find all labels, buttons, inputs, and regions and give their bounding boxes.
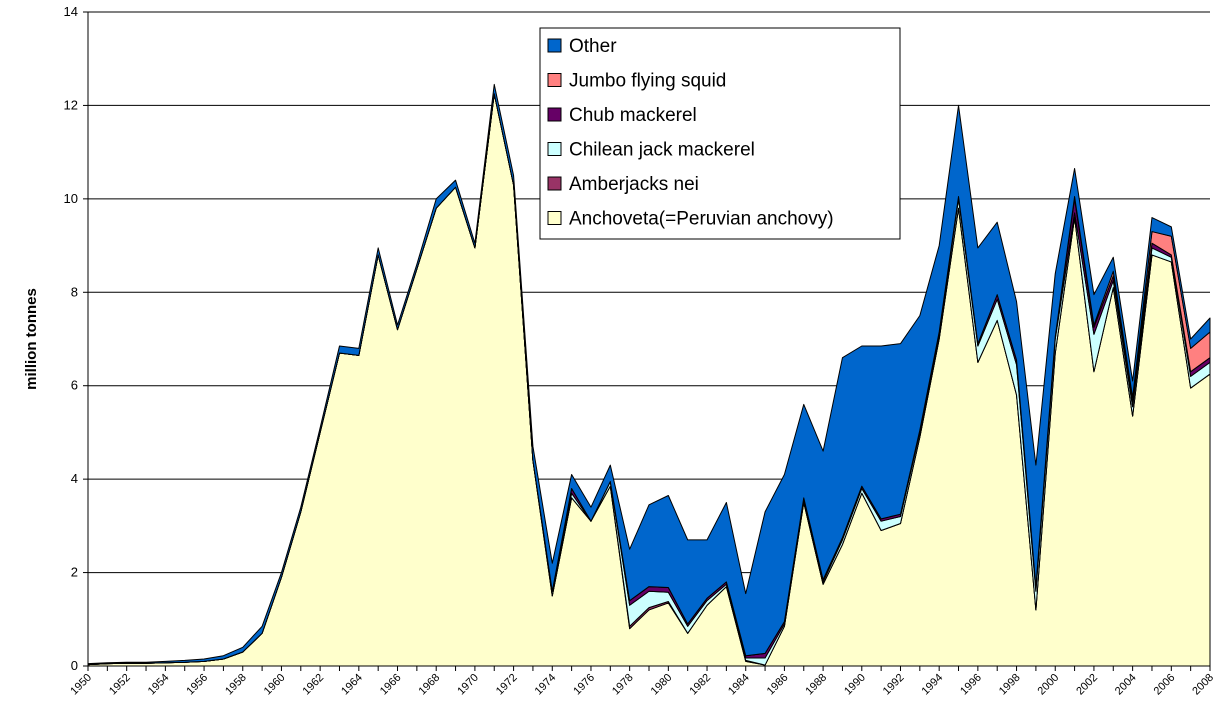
legend-swatch: [547, 176, 562, 191]
y-tick-label: 0: [71, 658, 78, 673]
legend-label: Amberjacks nei: [569, 174, 699, 195]
x-tick-label: 1976: [571, 672, 597, 698]
x-tick-label: 1986: [765, 672, 791, 698]
x-tick-label: 1978: [610, 672, 636, 698]
legend-swatch: [547, 142, 562, 156]
x-tick-label: 2000: [1036, 672, 1062, 698]
y-tick-label: 14: [64, 4, 78, 19]
legend-box: [539, 27, 901, 240]
x-tick-label: 1980: [649, 672, 675, 698]
x-tick-label: 1974: [533, 672, 559, 698]
x-tick-label: 1968: [417, 672, 443, 698]
x-tick-label: 1956: [184, 672, 210, 698]
y-tick-label: 4: [71, 471, 78, 486]
y-tick-label: 6: [71, 378, 78, 393]
x-tick-label: 1954: [146, 672, 172, 698]
y-tick-label: 10: [64, 191, 78, 206]
x-tick-label: 1964: [339, 672, 365, 698]
x-tick-label: 2004: [1113, 672, 1139, 698]
legend-label: Chilean jack mackerel: [569, 140, 755, 161]
legend-swatch: [547, 38, 562, 53]
x-tick-label: 1998: [997, 672, 1023, 698]
y-tick-label: 12: [64, 97, 78, 112]
legend: Other Jumbo flying squid Chub mackerel Chil…: [539, 27, 901, 240]
x-tick-label: 1960: [262, 672, 288, 698]
x-tick-label: 2006: [1152, 672, 1178, 698]
x-tick-label: 1958: [223, 672, 249, 698]
x-tick-label: 1952: [107, 672, 133, 698]
legend-swatch: [547, 107, 562, 122]
legend-swatch: [547, 211, 562, 225]
y-tick-label: 8: [71, 284, 78, 299]
area: [87, 83, 1211, 666]
legend-label: Jumbo flying squid: [569, 71, 726, 92]
legend-label: Other: [569, 36, 617, 57]
x-tick-label: 1966: [378, 672, 404, 698]
x-tick-label: 1962: [300, 672, 326, 698]
y-axis-label: million tonnes: [23, 288, 40, 390]
legend-label: Anchoveta(=Peruvian anchovy): [569, 209, 834, 230]
x-tick-label: 1988: [803, 672, 829, 698]
legend-label: Chub mackerel: [569, 105, 697, 126]
x-tick-label: 2008: [1190, 672, 1215, 698]
x-tick-label: 1994: [919, 672, 945, 698]
legend-swatch: [547, 73, 562, 87]
y-tick-label: 2: [71, 565, 78, 580]
x-tick-label: 1950: [68, 672, 94, 698]
x-tick-label: 1972: [494, 672, 520, 698]
x-tick-label: 2002: [1074, 672, 1100, 698]
x-tick-label: 1970: [455, 672, 481, 698]
x-tick-label: 1990: [842, 672, 868, 698]
x-tick-label: 1984: [726, 672, 752, 698]
x-tick-label: 1996: [958, 672, 984, 698]
x-tick-label: 1992: [881, 672, 907, 698]
x-tick-label: 1982: [687, 672, 713, 698]
